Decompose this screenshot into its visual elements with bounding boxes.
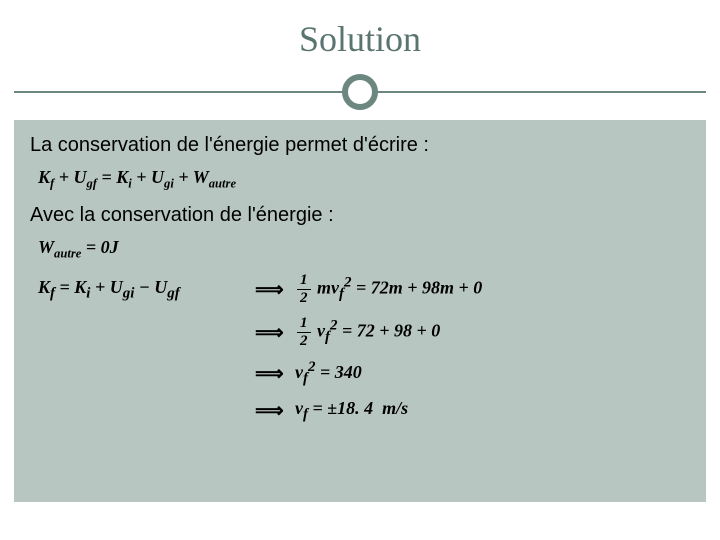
implies-icon: ⟹ bbox=[255, 398, 295, 423]
derivation-row-4: ⟹ vf = ±18. 4 m/s bbox=[30, 398, 690, 424]
derivation-block: Kf = Ki + Ugi − Ugf ⟹ 12 mvf2 = 72m + 98… bbox=[30, 273, 690, 423]
derivation-rhs-2: 12 vf2 = 72 + 98 + 0 bbox=[295, 316, 440, 349]
derivation-rhs-3: vf2 = 340 bbox=[295, 359, 362, 388]
implies-icon: ⟹ bbox=[255, 320, 295, 345]
equation-conservation: Kf + Ugf = Ki + Ugi + Wautre bbox=[38, 167, 690, 192]
implies-icon: ⟹ bbox=[255, 277, 295, 302]
derivation-lhs-1: Kf = Ki + Ugi − Ugf bbox=[30, 277, 255, 303]
derivation-row-1: Kf = Ki + Ugi − Ugf ⟹ 12 mvf2 = 72m + 98… bbox=[30, 273, 690, 306]
intro-text-2: Avec la conservation de l'énergie : bbox=[30, 204, 690, 227]
derivation-rhs-1: 12 mvf2 = 72m + 98m + 0 bbox=[295, 273, 482, 306]
implies-icon: ⟹ bbox=[255, 361, 295, 386]
content-panel: La conservation de l'énergie permet d'éc… bbox=[14, 120, 706, 502]
derivation-row-2: ⟹ 12 vf2 = 72 + 98 + 0 bbox=[30, 316, 690, 349]
divider bbox=[14, 74, 706, 110]
derivation-row-3: ⟹ vf2 = 340 bbox=[30, 359, 690, 388]
slide: Solution La conservation de l'énergie pe… bbox=[0, 0, 720, 540]
slide-title: Solution bbox=[0, 0, 720, 74]
equation-wautre: Wautre = 0J bbox=[38, 237, 690, 262]
intro-text-1: La conservation de l'énergie permet d'éc… bbox=[30, 134, 690, 157]
derivation-rhs-4: vf = ±18. 4 m/s bbox=[295, 398, 408, 424]
divider-circle-icon bbox=[342, 74, 378, 110]
